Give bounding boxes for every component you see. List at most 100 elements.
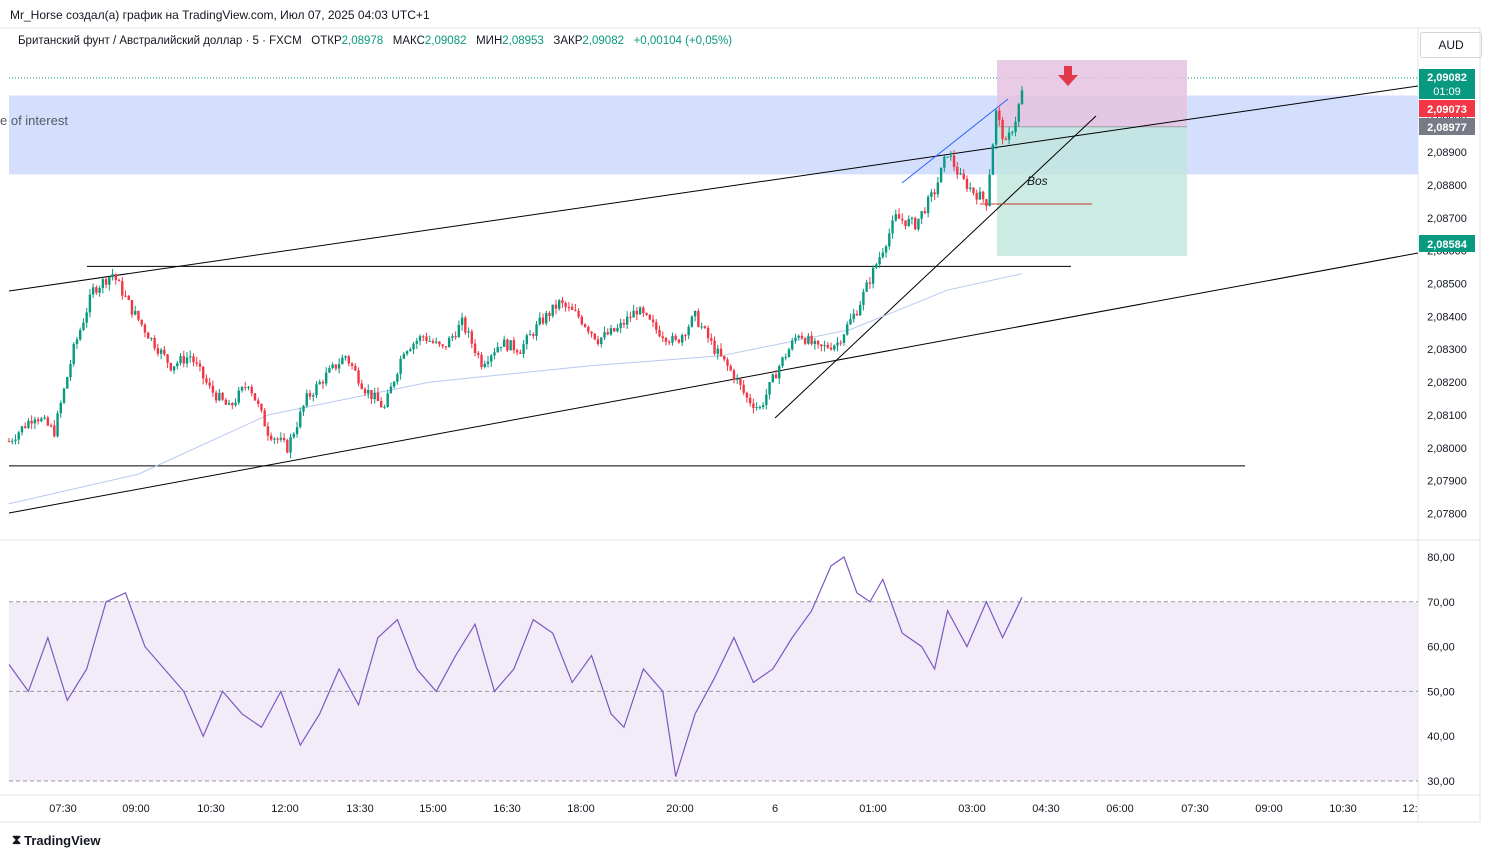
candle-body bbox=[913, 217, 917, 230]
entry-value: 2,08977 bbox=[1427, 122, 1467, 134]
candle-body bbox=[975, 193, 978, 200]
take-profit-zone[interactable] bbox=[997, 126, 1187, 256]
candle-body bbox=[49, 425, 53, 427]
candle-body bbox=[195, 362, 198, 364]
rsi-tick-label: 70,00 bbox=[1427, 597, 1455, 609]
candle-body bbox=[273, 438, 276, 440]
brand-name: TradingView bbox=[24, 832, 101, 848]
candle-body bbox=[253, 393, 257, 401]
candle-body bbox=[502, 339, 506, 347]
time-tick-label: 04:30 bbox=[1032, 803, 1060, 815]
stop-loss-zone[interactable] bbox=[997, 60, 1187, 127]
candle-body bbox=[745, 392, 749, 398]
rsi-scale[interactable]: 80,00 70,00 60,00 50,00 40,00 30,00 bbox=[1427, 552, 1455, 788]
candle-body bbox=[881, 252, 885, 257]
countdown-value: 01:09 bbox=[1433, 86, 1461, 98]
tradingview-logo[interactable]: ⧗ TradingView bbox=[12, 832, 100, 848]
candle-body bbox=[159, 349, 163, 354]
candle-body bbox=[587, 326, 590, 332]
candle-body bbox=[593, 333, 596, 340]
candle-body bbox=[69, 363, 72, 378]
channel-upper-line[interactable] bbox=[8, 85, 1419, 292]
candle-body bbox=[797, 335, 800, 338]
candle-body bbox=[658, 329, 661, 337]
candle-body bbox=[923, 211, 927, 214]
candle-body bbox=[600, 337, 603, 345]
candle-body bbox=[774, 374, 778, 379]
candle-body bbox=[457, 325, 461, 338]
candle-body bbox=[959, 173, 962, 175]
candle-body bbox=[315, 384, 318, 396]
candle-body bbox=[716, 348, 719, 354]
blue-trend-line[interactable] bbox=[901, 98, 1009, 184]
candle-body bbox=[334, 364, 338, 369]
candle-body bbox=[684, 335, 687, 337]
candle-body bbox=[347, 356, 351, 364]
time-tick-label: 09:00 bbox=[1255, 803, 1283, 815]
candle-body bbox=[820, 344, 823, 347]
open-value: 2,08978 bbox=[341, 35, 384, 47]
candle-body bbox=[483, 363, 486, 368]
candle-body bbox=[441, 344, 444, 347]
candle-body bbox=[166, 354, 169, 363]
candle-body bbox=[988, 174, 991, 206]
candle-body bbox=[179, 356, 182, 364]
candle-body bbox=[580, 316, 584, 325]
time-tick-label: 09:00 bbox=[122, 803, 150, 815]
symbol-name[interactable]: Британский фунт / Австралийский доллар ·… bbox=[18, 35, 302, 47]
price-tick-label: 2,08900 bbox=[1427, 147, 1467, 159]
candle-body bbox=[286, 439, 289, 453]
candle-body bbox=[703, 326, 707, 328]
candle-body bbox=[470, 331, 474, 344]
candle-body bbox=[897, 214, 901, 219]
candle-body bbox=[855, 313, 859, 316]
candle-body bbox=[839, 342, 842, 344]
candle-body bbox=[104, 279, 108, 285]
candle-body bbox=[341, 357, 344, 365]
candle-body bbox=[305, 393, 308, 406]
candle-body bbox=[266, 426, 270, 436]
candle-body bbox=[383, 406, 386, 408]
candle-body bbox=[791, 340, 794, 350]
candle-body bbox=[182, 356, 185, 364]
candle-body bbox=[787, 349, 791, 358]
candle-body bbox=[752, 403, 755, 409]
candle-body bbox=[561, 300, 564, 304]
currency-selector[interactable]: AUD bbox=[1420, 32, 1482, 58]
ascending-trend-line[interactable] bbox=[774, 115, 1097, 419]
candle-body bbox=[247, 386, 250, 388]
candle-body bbox=[386, 393, 389, 407]
candle-body bbox=[655, 322, 658, 330]
price-tick-label: 2,08100 bbox=[1427, 410, 1467, 422]
time-tick-label: 18:00 bbox=[567, 803, 595, 815]
candle-body bbox=[496, 347, 499, 353]
price-tick-label: 2,08500 bbox=[1427, 278, 1467, 290]
price-scale[interactable]: 2,091002,090002,089002,088002,087002,086… bbox=[1427, 81, 1467, 520]
candle-body bbox=[969, 187, 972, 189]
candle-body bbox=[768, 382, 771, 395]
sell-arrow-icon[interactable] bbox=[1058, 66, 1078, 86]
candle-body bbox=[706, 327, 710, 339]
candle-body bbox=[454, 336, 457, 338]
candle-body bbox=[85, 312, 88, 323]
candle-body bbox=[904, 220, 907, 226]
candle-body bbox=[574, 309, 577, 311]
candle-body bbox=[541, 317, 545, 324]
candle-body bbox=[467, 331, 470, 333]
candle-body bbox=[473, 343, 477, 354]
candle-body bbox=[778, 366, 781, 379]
candle-body bbox=[214, 392, 218, 401]
candle-body bbox=[308, 393, 312, 397]
zone-of-interest[interactable] bbox=[9, 95, 1418, 175]
candle-body bbox=[302, 405, 305, 412]
candle-body bbox=[865, 282, 868, 292]
candle-body bbox=[755, 407, 758, 409]
candle-body bbox=[956, 166, 959, 175]
candle-body bbox=[389, 386, 393, 394]
candle-body bbox=[807, 335, 810, 344]
candle-body bbox=[490, 355, 493, 362]
channel-lower-line[interactable] bbox=[8, 252, 1419, 514]
time-axis[interactable]: 07:30 09:00 10:30 12:00 13:30 15:00 16:30 18:00… bbox=[49, 803, 1417, 815]
candle-body bbox=[43, 417, 46, 419]
